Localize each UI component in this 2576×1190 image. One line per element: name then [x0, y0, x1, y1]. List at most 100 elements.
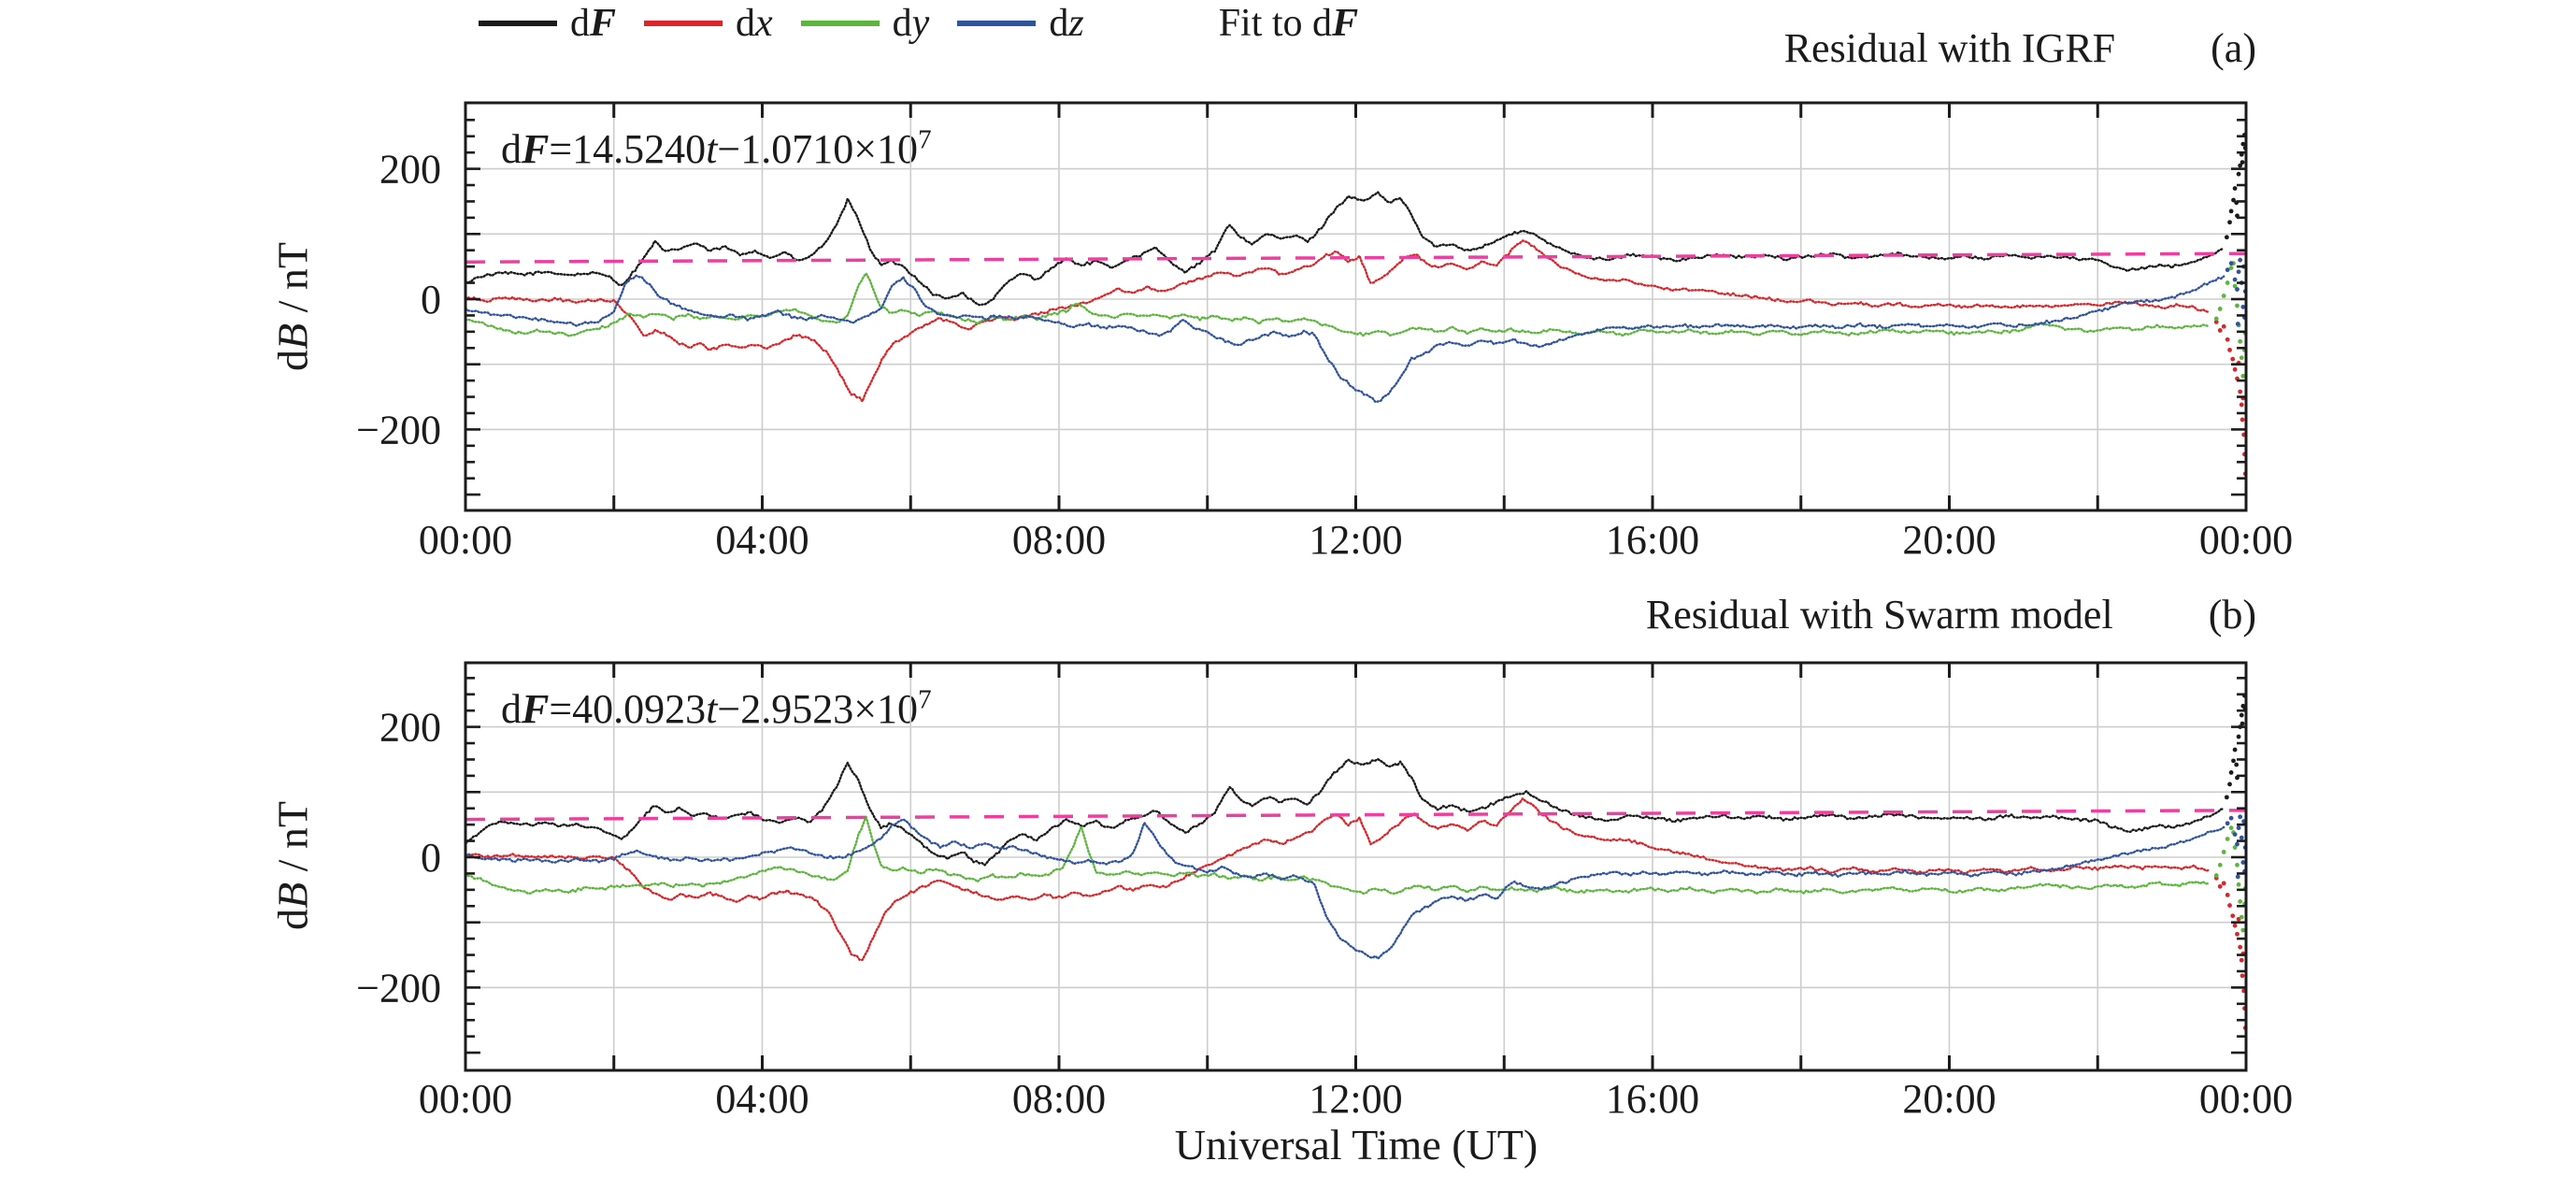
- scatter-dx: [2217, 883, 2223, 889]
- scatter-dF: [2240, 721, 2245, 726]
- legend-item-dx: dx: [644, 1, 773, 46]
- scatter-dz: [2232, 277, 2238, 282]
- legend-item-dy: dy: [800, 1, 930, 46]
- x-tick-label: 04:00: [715, 1076, 809, 1122]
- curve-dF: [464, 757, 2225, 867]
- dx-line-swatch: [644, 21, 723, 26]
- curve-dz: [464, 274, 2225, 403]
- panel-b-fit-equation: dF=40.0923t−2.9523×107: [501, 684, 932, 732]
- scatter-dy: [2240, 927, 2246, 933]
- x-tick-label: 00:00: [2199, 517, 2293, 563]
- scatter-dy: [2239, 355, 2244, 361]
- scatter-dx: [2227, 347, 2232, 352]
- scatter-dF: [2227, 781, 2232, 787]
- scatter-dF: [2234, 762, 2240, 767]
- scatter-dy: [2238, 338, 2243, 344]
- scatter-dx: [2221, 881, 2226, 886]
- legend-item-dF: dF: [479, 1, 616, 46]
- dy-line-swatch: [800, 21, 880, 26]
- scatter-dy: [2228, 265, 2234, 270]
- y-tick-label: 200: [379, 147, 441, 193]
- scatter-dy: [2240, 373, 2246, 379]
- scatter-dx: [2232, 366, 2238, 372]
- scatter-dx: [2230, 356, 2236, 362]
- scatter-dx: [2227, 903, 2232, 908]
- scatter-dF: [2231, 758, 2236, 764]
- scatter-dx: [2240, 973, 2245, 979]
- x-tick-label: 00:00: [419, 517, 512, 563]
- y-tick-label: 0: [421, 277, 441, 323]
- legend-label-dx: dx: [736, 2, 773, 45]
- panel-a-title: Residual with IGRF: [1783, 25, 2116, 71]
- x-tick-label: 12:00: [1309, 1076, 1402, 1122]
- legend: dF dx dy dz Fit to dF: [479, 2, 1358, 45]
- scatter-dF: [2228, 208, 2234, 214]
- x-tick-label: 08:00: [1012, 517, 1106, 563]
- scatter-dz: [2240, 304, 2246, 309]
- scatter-dy: [2213, 316, 2219, 322]
- scatter-dz: [2235, 287, 2240, 292]
- curve-dy: [464, 815, 2211, 896]
- scatter-dy: [2236, 882, 2241, 887]
- scatter-dz: [2228, 815, 2234, 821]
- scatter-dF: [2232, 747, 2238, 753]
- scatter-dx: [2238, 389, 2243, 394]
- scatter-dx: [2235, 931, 2240, 937]
- legend-label-dz: dz: [1049, 2, 1084, 45]
- y-tick-label: −200: [356, 407, 441, 452]
- legend-label-dy: dy: [892, 2, 930, 45]
- scatter-dy: [2221, 850, 2226, 854]
- scatter-dF: [2224, 235, 2229, 240]
- scatter-dF: [2240, 141, 2246, 147]
- x-tick-label: 00:00: [2199, 1076, 2293, 1122]
- x-tick-label: 08:00: [1012, 1076, 1106, 1122]
- scatter-dx: [2239, 957, 2244, 963]
- scatter-dz: [2236, 269, 2241, 275]
- scatter-dz: [2235, 841, 2240, 847]
- scatter-dz: [2225, 821, 2230, 826]
- panel-a-header: Residual with IGRF (a): [1784, 24, 2256, 72]
- scatter-dy: [2235, 303, 2240, 308]
- scatter-dy: [2217, 862, 2223, 867]
- scatter-dy: [2213, 873, 2219, 878]
- scatter-dx: [2230, 913, 2236, 919]
- scatter-dz: [2232, 832, 2238, 838]
- scatter-dy: [2235, 862, 2240, 867]
- scatter-dy: [2217, 307, 2223, 311]
- scatter-dz: [2238, 257, 2243, 263]
- x-tick-label: 16:00: [1606, 517, 1699, 563]
- scatter-dz: [2238, 814, 2243, 820]
- scatter-dF: [2240, 160, 2245, 165]
- curve-dx: [464, 797, 2211, 961]
- legend-label-fit-dF: Fit to dF: [1218, 2, 1359, 45]
- legend-label-dF: dF: [570, 2, 617, 45]
- panel-b-header: Residual with Swarm model (b): [1646, 591, 2256, 638]
- y-tick-label: 200: [379, 705, 441, 751]
- scatter-dz: [2228, 261, 2234, 266]
- scatter-dz: [2235, 874, 2240, 880]
- dF-line-swatch: [479, 21, 557, 26]
- panel-a-fit-equation: dF=14.5240t−1.0710×107: [501, 124, 932, 172]
- scatter-dy: [2239, 914, 2244, 920]
- scatter-dy: [2238, 898, 2243, 904]
- x-tick-label: 16:00: [1606, 1076, 1699, 1122]
- scatter-dx: [2217, 328, 2223, 333]
- x-tick-label: 20:00: [1902, 517, 1996, 563]
- scatter-dx: [2232, 923, 2238, 928]
- scatter-dF: [2224, 795, 2229, 800]
- y-tick-label: 0: [421, 835, 441, 881]
- scatter-dF: [2238, 163, 2243, 168]
- legend-item-dz: dz: [957, 1, 1084, 46]
- curve-dz: [464, 818, 2225, 960]
- x-tick-label: 20:00: [1902, 1076, 1996, 1122]
- scatter-dF: [2231, 197, 2236, 203]
- x-tick-label: 12:00: [1309, 517, 1402, 563]
- scatter-dx: [2213, 319, 2219, 324]
- scatter-dy: [2232, 845, 2238, 850]
- x-axis-title: Universal Time (UT): [1174, 1121, 1538, 1168]
- curve-dF: [464, 191, 2225, 307]
- scatter-dy: [2225, 280, 2230, 285]
- scatter-dz: [2240, 860, 2246, 865]
